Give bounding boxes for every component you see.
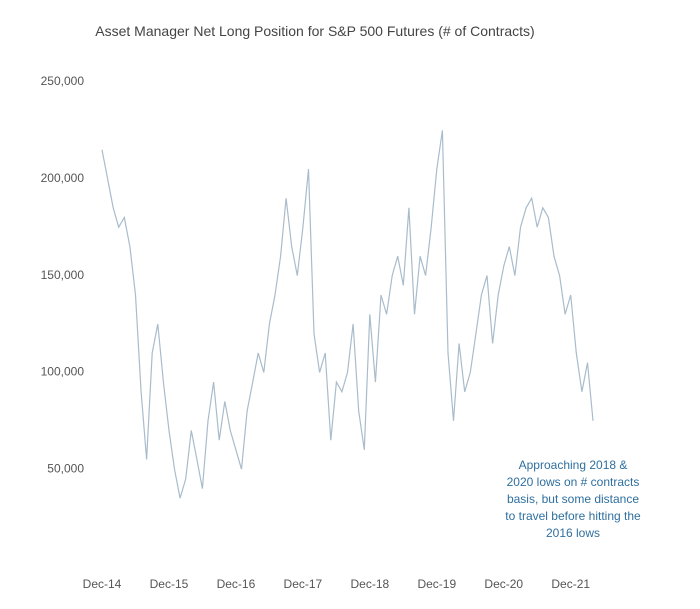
x-tick-label: Dec-20 [484, 577, 523, 591]
x-tick-label: Dec-16 [217, 577, 256, 591]
x-tick-label: Dec-21 [551, 577, 590, 591]
y-tick-label: 150,000 [41, 268, 85, 282]
y-tick-label: 250,000 [41, 74, 85, 88]
data-line [101, 130, 594, 499]
annotation: Approaching 2018 & 2020 lows on # contra… [505, 458, 641, 540]
x-tick-label: Dec-19 [417, 577, 456, 591]
x-tick-label: Dec-15 [150, 577, 189, 591]
x-tick-label: Dec-18 [350, 577, 389, 591]
chart-title: Asset Manager Net Long Position for S&P … [95, 23, 535, 39]
x-tick-label: Dec-17 [284, 577, 323, 591]
y-tick-label: 100,000 [41, 365, 85, 379]
x-tick-label: Dec-14 [83, 577, 122, 591]
y-tick-label: 50,000 [47, 461, 84, 475]
y-tick-label: 200,000 [41, 171, 85, 185]
